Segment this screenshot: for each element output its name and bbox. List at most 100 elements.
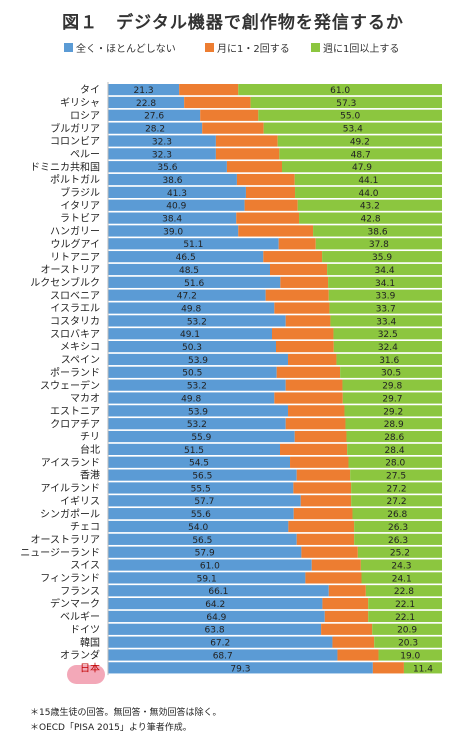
- series-monthly-bar: [285, 379, 343, 391]
- series-monthly-bar: [265, 289, 329, 301]
- category-label: マカオ: [70, 393, 100, 405]
- series-monthly-bar: [238, 225, 314, 237]
- series-monthly-bar: [263, 251, 323, 263]
- series-weekly-bar: [299, 212, 442, 224]
- data-label: 33.7: [376, 304, 396, 314]
- category-label: スロバキア: [50, 328, 100, 340]
- series-none-bar: [108, 109, 201, 121]
- data-label: 42.8: [361, 215, 381, 225]
- category-label: チェコ: [70, 521, 100, 533]
- series-weekly-bar: [336, 353, 442, 366]
- series-monthly-bar: [324, 610, 369, 623]
- data-label: 56.5: [192, 536, 212, 546]
- chart-title: 図１ デジタル機器で創作物を発信するか: [62, 13, 404, 33]
- series-weekly-bar: [378, 649, 442, 661]
- series-weekly-bar: [282, 161, 442, 173]
- series-weekly-bar: [279, 148, 442, 160]
- category-label: フィンランド: [40, 573, 100, 585]
- data-label: 31.6: [379, 356, 399, 366]
- series-monthly-bar: [332, 636, 375, 648]
- data-label: 67.2: [210, 639, 230, 649]
- series-weekly-bar: [351, 495, 442, 507]
- series-none-bar: [108, 84, 180, 96]
- series-weekly-bar: [403, 662, 442, 674]
- series-none-bar: [108, 161, 227, 173]
- data-label: 53.4: [343, 125, 363, 135]
- category-label: ドイツ: [70, 625, 100, 636]
- data-label: 54.0: [188, 523, 208, 533]
- data-label: 49.2: [350, 137, 370, 147]
- series-monthly-bar: [321, 623, 373, 635]
- series-none-bar: [108, 559, 312, 571]
- data-label: 33.9: [375, 292, 395, 302]
- series-monthly-bar: [276, 341, 334, 353]
- series-weekly-bar: [342, 392, 442, 404]
- data-label: 59.1: [197, 574, 217, 584]
- category-label: 韓国: [80, 637, 100, 649]
- category-label: チリ: [80, 431, 100, 443]
- data-label: 39.0: [163, 227, 183, 237]
- series-none-bar: [108, 186, 246, 198]
- category-label: スロベニア: [50, 290, 100, 302]
- data-label: 61.0: [200, 561, 220, 571]
- legend-swatch: [311, 43, 320, 52]
- data-label: 28.6: [384, 433, 404, 443]
- data-label: 48.7: [351, 150, 371, 160]
- series-none-bar: [108, 238, 279, 250]
- series-weekly-bar: [263, 122, 442, 134]
- data-label: 51.5: [184, 446, 204, 456]
- data-label: 22.1: [395, 600, 415, 610]
- series-weekly-bar: [368, 610, 442, 623]
- footnote-2: ＊OECD「PISA 2015」より筆者作成。: [30, 723, 192, 733]
- category-label: ポーランド: [50, 367, 100, 379]
- data-label: 51.1: [183, 240, 203, 250]
- stacked-bar-chart: タイ 21.3 61.0 ギリシャ 22.8 57.3 ロシア 27.6 55.0 ブルガリア 28…: [20, 82, 442, 676]
- series-monthly-bar: [300, 495, 352, 507]
- series-weekly-bar: [333, 341, 442, 353]
- legend-swatch: [205, 43, 214, 52]
- data-label: 25.2: [390, 549, 410, 559]
- series-none-bar: [108, 585, 329, 597]
- category-label: フランス: [60, 585, 100, 597]
- data-label: 38.4: [162, 215, 182, 225]
- data-label: 20.3: [398, 639, 418, 649]
- series-none-bar: [108, 289, 266, 301]
- data-label: 34.4: [375, 266, 395, 276]
- series-none-bar: [108, 353, 289, 366]
- data-label: 21.3: [134, 86, 154, 96]
- japan-highlight-marker: [67, 665, 105, 684]
- data-label: 41.3: [167, 189, 187, 199]
- series-none-bar: [108, 546, 302, 558]
- category-label: ブラジル: [60, 186, 100, 199]
- series-none-bar: [108, 173, 237, 186]
- series-none-bar: [108, 341, 277, 353]
- series-weekly-bar: [345, 418, 442, 430]
- data-label: 55.5: [191, 484, 211, 494]
- series-none-bar: [108, 662, 373, 674]
- series-monthly-bar: [296, 469, 351, 481]
- series-weekly-bar: [315, 238, 442, 250]
- series-monthly-bar: [184, 96, 251, 109]
- category-label: ブルガリア: [50, 122, 100, 135]
- series-monthly-bar: [236, 212, 300, 224]
- data-label: 53.9: [188, 407, 208, 417]
- chart-legend: 全く・ほとんどしない 月に1・2回する 週に1回以上する: [0, 40, 466, 56]
- category-label: 香港: [80, 470, 100, 482]
- series-none-bar: [108, 199, 245, 211]
- series-weekly-bar: [354, 520, 442, 533]
- data-label: 27.2: [387, 484, 407, 494]
- legend-swatch: [64, 43, 73, 52]
- series-monthly-bar: [215, 148, 280, 160]
- legend-label: 週に1回以上する: [323, 44, 400, 55]
- legend-item-weekly: 週に1回以上する: [311, 40, 399, 55]
- data-label: 50.5: [182, 369, 202, 379]
- series-none-bar: [108, 251, 264, 263]
- series-monthly-bar: [276, 366, 341, 378]
- data-label: 53.2: [187, 382, 207, 392]
- data-label: 63.8: [205, 626, 225, 636]
- series-weekly-bar: [351, 482, 442, 494]
- series-monthly-bar: [179, 84, 239, 96]
- data-label: 61.0: [330, 86, 350, 96]
- category-label: スペイン: [61, 355, 100, 366]
- series-none-bar: [108, 96, 185, 109]
